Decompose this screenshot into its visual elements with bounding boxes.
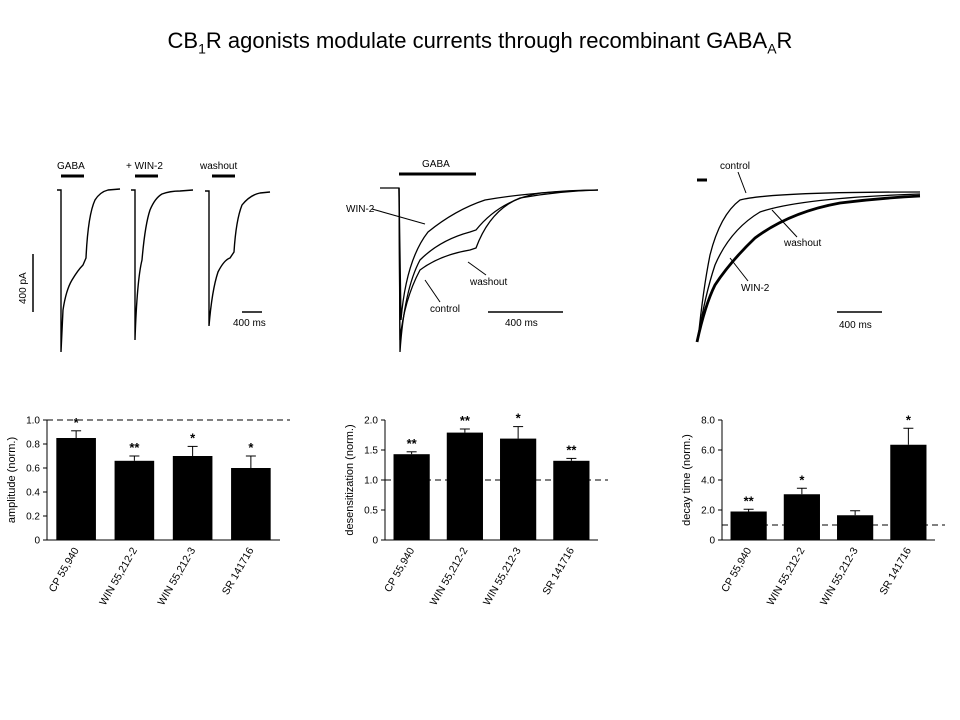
label-washout-3: washout <box>783 238 821 249</box>
significance-marker: ** <box>129 440 140 455</box>
significance-marker: ** <box>744 493 755 508</box>
y-tick-label: 6.0 <box>701 446 715 457</box>
trace-win2-1 <box>131 189 194 341</box>
significance-marker: * <box>74 415 80 430</box>
title-end: R <box>776 28 793 53</box>
trace-control-1 <box>57 188 121 353</box>
label-win2-3: WIN-2 <box>741 283 770 294</box>
trace-panel-2: GABA WIN-2 washout control 400 ms <box>346 159 599 353</box>
category-label: WIN 55,212-2 <box>428 545 471 607</box>
title-main: CB <box>167 28 199 53</box>
bar-chart-desensitization: 0 0.5 1.0 1.5 2.0 desensitization (norm.) ** CP… <box>344 411 608 608</box>
y-tick-label: 0.6 <box>26 464 40 475</box>
trace-panel-3: control washout WIN-2 400 ms <box>695 161 921 343</box>
trace-washout-3 <box>697 193 921 339</box>
trace-control-2 <box>398 187 599 321</box>
label-washout-1: washout <box>199 161 237 172</box>
pointer-washout-3 <box>771 209 798 238</box>
category-label: CP 55,940 <box>47 545 82 594</box>
y-axis-label: decay time (norm.) <box>681 434 693 526</box>
pointer-control-3 <box>737 171 747 194</box>
label-control-3: control <box>720 161 750 172</box>
bar-chart-amplitude: 0 0.2 0.4 0.6 0.8 1.0 amplitude (norm.) * CP 55,… <box>6 415 290 608</box>
bar <box>231 468 271 540</box>
bar <box>730 511 767 540</box>
label-gaba-1: GABA <box>57 161 85 172</box>
scale-label-y-1: 400 pA <box>18 272 29 304</box>
trace-win2-3 <box>695 194 921 343</box>
category-label: WIN 55,212-2 <box>765 545 808 607</box>
bar <box>500 438 537 540</box>
significance-marker: * <box>248 440 254 455</box>
y-tick-label: 2.0 <box>364 416 378 427</box>
category-label: WIN 55,212-2 <box>97 545 140 607</box>
label-gaba-2: GABA <box>422 159 450 170</box>
label-win2-1: + WIN-2 <box>126 161 163 172</box>
bar <box>553 460 590 540</box>
y-tick-label: 1.0 <box>26 416 40 427</box>
trace-washout-2 <box>398 187 599 341</box>
figure-title: CB1R agonists modulate currents through … <box>0 28 960 56</box>
y-axis-label: amplitude (norm.) <box>6 437 18 523</box>
bar <box>837 515 874 540</box>
category-label: SR 141716 <box>540 545 577 597</box>
pointer-win2-3 <box>729 257 749 282</box>
significance-marker: * <box>906 412 912 427</box>
bar <box>114 460 155 540</box>
y-tick-label: 0 <box>372 536 378 547</box>
significance-marker: * <box>190 430 196 445</box>
scale-label-x-3: 400 ms <box>839 320 872 331</box>
pointer-control-2 <box>424 279 441 303</box>
y-tick-label: 0.8 <box>26 440 40 451</box>
bar <box>783 494 820 540</box>
bar <box>56 438 96 540</box>
y-tick-label: 0 <box>34 536 40 547</box>
y-tick-label: 4.0 <box>701 476 715 487</box>
y-tick-label: 0.2 <box>26 512 40 523</box>
title-sub2: A <box>767 40 777 57</box>
y-tick-label: 1.5 <box>364 446 378 457</box>
category-label: WIN 55,212-3 <box>155 545 198 607</box>
y-tick-label: 8.0 <box>701 416 715 427</box>
trace-panel-1: GABA + WIN-2 washout 400 pA 400 ms <box>18 161 271 353</box>
category-label: CP 55,940 <box>719 545 754 594</box>
significance-marker: * <box>516 411 522 426</box>
label-control-2: control <box>430 304 460 315</box>
y-tick-label: 1.0 <box>364 476 378 487</box>
label-win2-2: WIN-2 <box>346 204 375 215</box>
y-tick-label: 2.0 <box>701 506 715 517</box>
y-tick-label: 0 <box>709 536 715 547</box>
trace-control-3 <box>697 191 921 341</box>
pointer-win2-2 <box>371 208 426 225</box>
trace-washout-1 <box>205 190 271 327</box>
y-tick-label: 0.4 <box>26 488 40 499</box>
significance-marker: ** <box>407 436 418 451</box>
significance-marker: * <box>799 472 805 487</box>
category-label: WIN 55,212-3 <box>818 545 861 607</box>
bar <box>393 454 430 540</box>
category-label: SR 141716 <box>877 545 914 597</box>
scale-label-x-1: 400 ms <box>233 318 266 329</box>
y-tick-label: 0.5 <box>364 506 378 517</box>
category-label: SR 141716 <box>220 545 257 597</box>
significance-marker: ** <box>460 413 471 428</box>
significance-marker: ** <box>566 442 577 457</box>
scale-label-x-2: 400 ms <box>505 318 538 329</box>
y-axis-label: desensitization (norm.) <box>344 424 356 535</box>
pointer-washout-2 <box>467 261 487 276</box>
title-mid: R agonists modulate currents through rec… <box>205 28 768 53</box>
title-sub1: 1 <box>198 40 206 57</box>
bar <box>890 444 927 540</box>
category-label: CP 55,940 <box>382 545 417 594</box>
category-label: WIN 55,212-3 <box>481 545 524 607</box>
label-washout-2: washout <box>469 277 507 288</box>
bar <box>172 456 213 540</box>
trace-win2-2 <box>380 187 599 353</box>
bar <box>446 432 483 540</box>
